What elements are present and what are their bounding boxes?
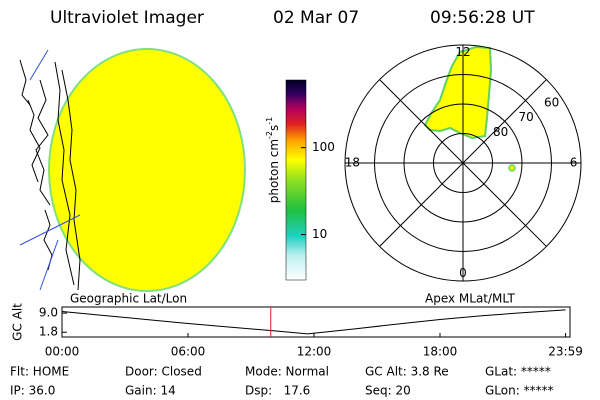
unit-exp: -1 <box>265 117 274 125</box>
status-item: GC Alt: 3.8 Re <box>365 365 449 379</box>
colorbar <box>285 79 307 281</box>
colorbar-label: photon cm-2s-1 <box>265 117 281 204</box>
y-tick-label: 9.0 <box>39 306 58 320</box>
status-item: Flt: HOME <box>10 365 69 379</box>
mlt-label: 18 <box>345 156 360 170</box>
status-item: Dsp: 17.6 <box>245 384 310 398</box>
status-item: Seq: 20 <box>365 384 411 398</box>
unit-mid: s <box>267 125 281 131</box>
colorbar-tick-label: 10 <box>312 227 327 241</box>
lat-lon-grid <box>19 49 81 291</box>
gc-alt-line <box>61 309 566 335</box>
aurora-spot <box>508 164 516 172</box>
coastlines <box>19 59 81 291</box>
geo-label: Geographic Lat/Lon <box>70 292 187 306</box>
time: 09:56:28 UT <box>430 8 535 28</box>
lat-ring-label: 80 <box>493 125 508 139</box>
unit-base: photon cm <box>267 139 281 203</box>
mlt-label: 12 <box>455 45 470 59</box>
y-axis-label: GC Alt <box>11 303 25 341</box>
mlt-line <box>379 79 547 247</box>
mlt-label: 0 <box>459 266 467 280</box>
status: Flt: HOME Door: Closed Mode: Normal GC Alt:… <box>10 365 554 398</box>
x-tick-label: 00:00 <box>45 345 80 359</box>
x-tick-label: 23:59 <box>548 345 583 359</box>
unit-exp: -2 <box>265 131 274 139</box>
aurora-oval <box>423 45 493 140</box>
x-tick-label: 06:00 <box>171 345 206 359</box>
lat-ring-label: 70 <box>518 110 533 124</box>
status-item: GLon: ***** <box>485 384 554 398</box>
status-item: Gain: 14 <box>125 384 176 398</box>
status-item: IP: 36.0 <box>10 384 55 398</box>
x-tick-label: 12:00 <box>297 345 332 359</box>
status-item: Door: Closed <box>125 365 202 379</box>
earth-image <box>48 48 246 292</box>
colorbar-tick-label: 100 <box>312 140 335 154</box>
x-tick-label: 18:00 <box>423 345 458 359</box>
timeline-frame <box>61 306 571 338</box>
y-tick-label: 1.8 <box>39 325 58 339</box>
status-item: Mode: Normal <box>245 365 329 379</box>
apex-label: Apex MLat/MLT <box>425 292 515 306</box>
date: 02 Mar 07 <box>273 8 359 28</box>
status-item: GLat: ***** <box>485 365 551 379</box>
mlt-label: 6 <box>570 156 578 170</box>
title: Ultraviolet Imager <box>50 8 204 28</box>
lat-ring-label: 60 <box>544 95 559 109</box>
